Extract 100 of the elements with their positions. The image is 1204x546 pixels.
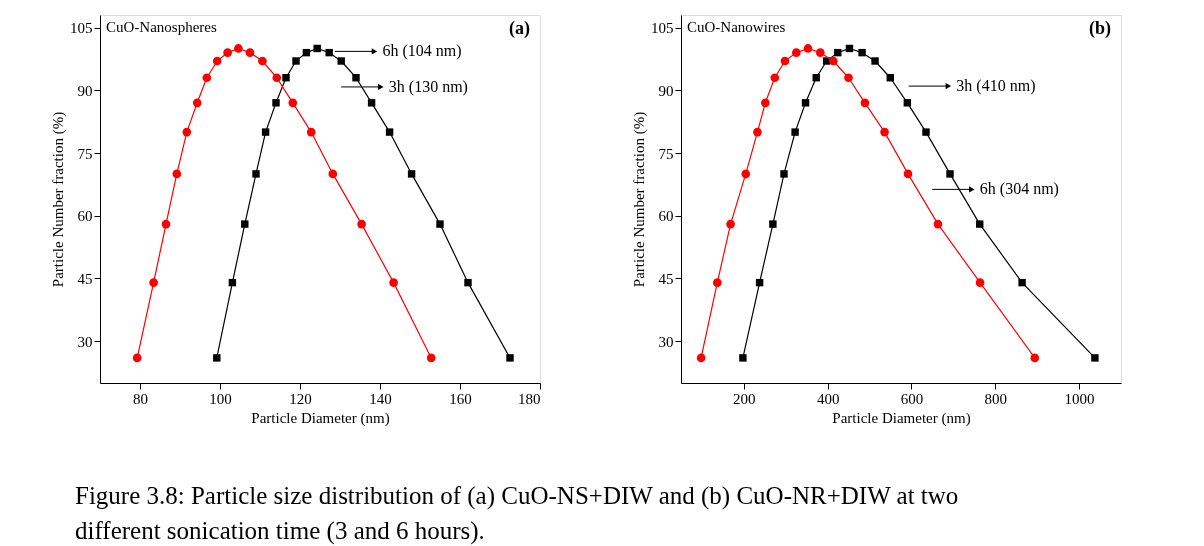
point <box>946 170 954 178</box>
x-tick-label: 1000 <box>1064 390 1095 407</box>
chart-title: CuO-Nanospheres <box>106 19 217 35</box>
point <box>252 170 260 178</box>
point <box>385 128 394 136</box>
x-axis-title: Particle Diameter (nm) <box>832 409 971 427</box>
point <box>213 354 221 362</box>
point <box>325 48 333 57</box>
point <box>258 56 267 66</box>
point <box>436 220 444 228</box>
point <box>791 48 801 57</box>
point <box>352 74 360 82</box>
point <box>712 278 722 287</box>
x-tick-label: 160 <box>449 390 472 407</box>
annotation: 6h (104 nm) <box>382 42 462 61</box>
y-tick-label: 60 <box>77 208 93 225</box>
y-tick-label: 60 <box>658 208 674 225</box>
point <box>760 98 770 108</box>
x-tick-label: 400 <box>816 390 840 407</box>
annotation: (a) <box>509 18 530 39</box>
x-tick-label: 80 <box>133 390 148 407</box>
point <box>739 354 747 362</box>
y-tick-label: 90 <box>77 82 93 99</box>
y-tick-label: 75 <box>77 145 93 162</box>
point <box>871 57 879 65</box>
point <box>426 353 436 363</box>
point <box>880 127 889 137</box>
x-tick-label: 200 <box>733 390 756 407</box>
point <box>933 219 943 229</box>
point <box>753 127 762 137</box>
point <box>1018 278 1026 287</box>
y-tick-label: 105 <box>651 20 674 37</box>
point <box>791 128 799 136</box>
point <box>801 99 810 107</box>
annotation: 3h (130 nm) <box>388 77 468 96</box>
point <box>860 98 870 108</box>
point <box>769 220 777 228</box>
y-axis-title: Particle Number fraction (%) <box>50 111 67 288</box>
point <box>292 57 300 65</box>
point <box>976 220 984 228</box>
point <box>803 44 813 53</box>
point <box>245 48 255 57</box>
point <box>149 278 158 287</box>
point <box>272 99 280 107</box>
point <box>282 74 290 82</box>
point <box>464 278 472 287</box>
point <box>367 99 376 107</box>
point <box>741 169 751 179</box>
point <box>726 219 735 229</box>
point <box>844 73 853 83</box>
y-tick-label: 105 <box>70 20 93 37</box>
y-tick-label: 90 <box>658 82 674 99</box>
point <box>357 219 366 229</box>
x-axis-title: Particle Diameter (nm) <box>251 409 390 427</box>
chart-title: CuO-Nanowires <box>687 19 786 35</box>
point <box>288 98 298 108</box>
point <box>828 56 838 66</box>
y-tick-label: 75 <box>658 145 674 162</box>
point <box>903 169 913 179</box>
point <box>903 99 912 107</box>
point <box>192 98 202 108</box>
point <box>922 128 930 136</box>
point <box>313 44 321 53</box>
point <box>132 353 142 363</box>
x-tick-label: 800 <box>984 390 1008 407</box>
point <box>780 170 788 178</box>
x-tick-label: 600 <box>900 390 924 407</box>
x-tick-label: 120 <box>289 390 312 407</box>
y-tick-label: 30 <box>658 333 674 350</box>
point <box>816 48 825 57</box>
point <box>506 354 514 362</box>
y-tick-label: 45 <box>658 270 674 287</box>
x-tick-label: 180 <box>518 390 541 407</box>
point <box>241 220 249 228</box>
point <box>172 169 182 179</box>
annotation: 6h (304 nm) <box>979 180 1059 199</box>
point <box>780 56 790 66</box>
point <box>234 44 243 53</box>
point <box>1030 353 1040 363</box>
point <box>858 48 866 57</box>
point <box>202 73 212 83</box>
y-axis-title: Particle Number fraction (%) <box>631 111 648 288</box>
point <box>975 278 985 287</box>
point <box>182 127 192 137</box>
point <box>261 128 270 136</box>
y-tick-label: 45 <box>77 270 93 287</box>
point <box>1091 354 1099 362</box>
point <box>212 56 222 66</box>
x-tick-label: 140 <box>369 390 392 407</box>
point <box>337 57 345 65</box>
x-tick-label: 100 <box>209 390 232 407</box>
point <box>223 48 232 57</box>
point <box>407 170 416 178</box>
point <box>770 73 780 83</box>
point <box>306 127 316 137</box>
point <box>696 353 706 363</box>
point <box>389 278 398 287</box>
point <box>161 219 171 229</box>
caption: Figure 3.8: Particle size distribution of (a) CuO-NS+DIW and (b) CuO-NR+DIW at two different sonication time (3 and 6 hours). <box>75 481 959 545</box>
point <box>328 169 338 179</box>
